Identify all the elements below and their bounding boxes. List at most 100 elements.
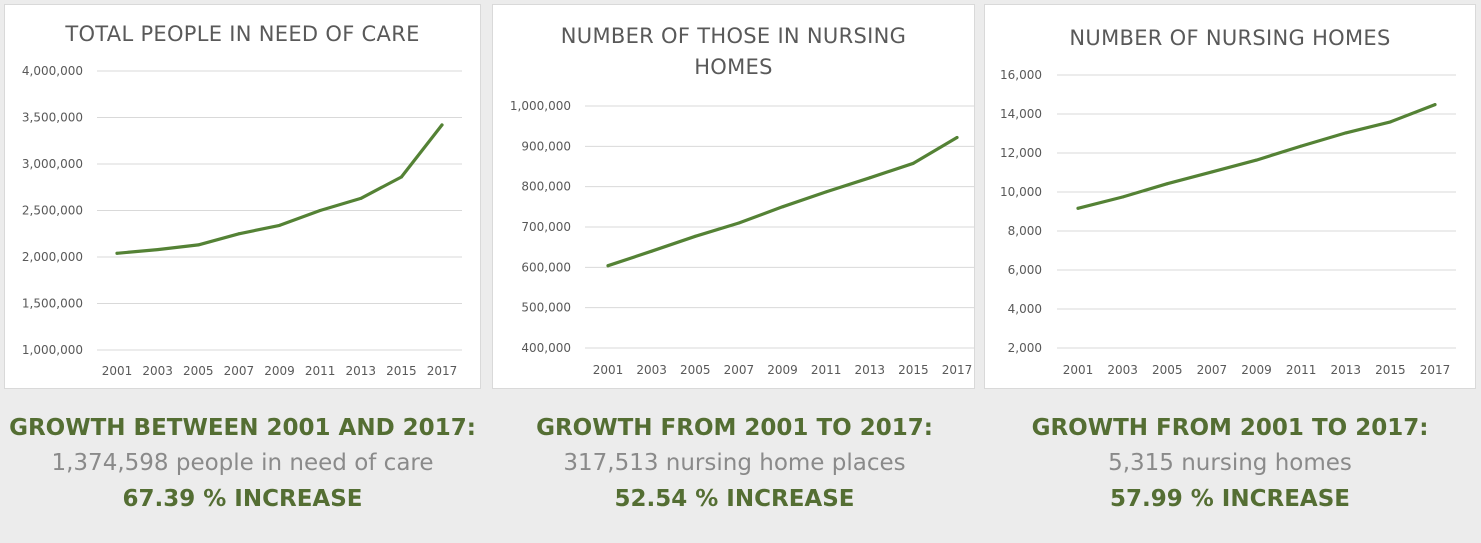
chart-title: TOTAL PEOPLE IN NEED OF CARE	[5, 19, 480, 50]
x-tick-label: 2003	[1107, 363, 1138, 377]
x-tick-label: 2009	[264, 364, 295, 378]
data-point	[868, 176, 872, 180]
data-point	[1210, 170, 1214, 174]
y-tick-label: 4,000,000	[22, 64, 83, 78]
data-point	[196, 243, 200, 247]
y-tick-label: 4,000	[1008, 302, 1042, 316]
x-tick-label: 2017	[942, 363, 973, 377]
growth-summary-people-in-need: GROWTH BETWEEN 2001 AND 2017: 1,374,598 …	[0, 411, 485, 517]
growth-amount: 1,374,598 people in need of care	[51, 450, 434, 476]
y-tick-label: 3,500,000	[22, 111, 83, 125]
x-tick-label: 2011	[305, 364, 336, 378]
x-tick-label: 2009	[1241, 363, 1272, 377]
y-tick-label: 2,500,000	[22, 204, 83, 218]
x-tick-label: 2011	[1286, 363, 1317, 377]
x-tick-label: 2003	[142, 364, 173, 378]
data-point	[115, 251, 119, 255]
y-tick-label: 1,500,000	[22, 297, 83, 311]
x-tick-label: 2005	[1152, 363, 1183, 377]
growth-percent: 57.99 % INCREASE	[1110, 486, 1350, 512]
data-point	[1433, 103, 1437, 107]
series-line	[1076, 102, 1437, 210]
x-tick-label: 2017	[427, 364, 458, 378]
y-tick-label: 14,000	[1000, 107, 1042, 121]
chart-panel-nursing-homes: NUMBER OF NURSING HOMES 2,000 4,000 6,000 8…	[984, 4, 1476, 389]
line-chart-nursing-home-residents: 400,000 500,000 600,000 700,000 800,000 900,0…	[510, 99, 975, 377]
growth-percent: 52.54 % INCREASE	[614, 486, 855, 512]
x-tick-label: 2005	[183, 364, 214, 378]
chart-title-line: HOMES	[694, 55, 773, 79]
x-tick-label: 2007	[1197, 363, 1228, 377]
chart-title: NUMBER OF NURSING HOMES	[985, 23, 1475, 54]
data-point	[955, 135, 959, 139]
x-tick-label: 2005	[680, 363, 711, 377]
y-tick-label: 1,000,000	[22, 343, 83, 357]
x-tick-label: 2015	[1375, 363, 1406, 377]
growth-heading: GROWTH BETWEEN 2001 AND 2017:	[9, 415, 476, 441]
growth-percent: 67.39 % INCREASE	[122, 486, 363, 512]
data-point	[737, 221, 741, 225]
x-tick-label: 2001	[1063, 363, 1094, 377]
growth-amount: 317,513 nursing home places	[563, 450, 906, 476]
chart-title: NUMBER OF THOSE IN NURSING HOMES	[493, 21, 974, 83]
y-tick-label: 6,000	[1008, 263, 1042, 277]
x-tick-label: 2017	[1420, 363, 1451, 377]
y-tick-label: 3,000,000	[22, 157, 83, 171]
growth-summary-nursing-homes: GROWTH FROM 2001 TO 2017: 5,315 nursing …	[984, 411, 1476, 517]
data-point	[1121, 195, 1125, 199]
y-tick-label: 900,000	[521, 139, 571, 153]
data-point	[1344, 131, 1348, 135]
data-point	[1076, 206, 1080, 210]
x-tick-label: 2001	[593, 363, 624, 377]
y-tick-label: 2,000,000	[22, 250, 83, 264]
data-point	[606, 264, 610, 268]
y-tick-label: 1,000,000	[510, 99, 571, 113]
x-tick-label: 2009	[767, 363, 798, 377]
x-tick-label: 2001	[102, 364, 133, 378]
x-tick-label: 2013	[1330, 363, 1361, 377]
x-tick-label: 2007	[224, 364, 255, 378]
y-tick-label: 600,000	[521, 260, 571, 274]
series-line	[115, 123, 444, 255]
x-tick-label: 2015	[386, 364, 417, 378]
data-point	[359, 196, 363, 200]
growth-amount: 5,315 nursing homes	[1108, 450, 1352, 476]
chart-panel-nursing-home-residents: NUMBER OF THOSE IN NURSING HOMES 400,000…	[492, 4, 975, 389]
x-tick-label: 2011	[811, 363, 842, 377]
growth-summary-nursing-home-residents: GROWTH FROM 2001 TO 2017: 317,513 nursin…	[492, 411, 977, 517]
data-point	[650, 249, 654, 253]
x-tick-label: 2013	[854, 363, 885, 377]
chart-title-line: NUMBER OF THOSE IN NURSING	[560, 24, 907, 48]
data-point	[1299, 144, 1303, 148]
data-point	[156, 248, 160, 252]
data-point	[824, 190, 828, 194]
growth-heading: GROWTH FROM 2001 TO 2017:	[1031, 415, 1429, 441]
data-point	[278, 223, 281, 227]
x-tick-label: 2007	[724, 363, 755, 377]
y-tick-label: 8,000	[1008, 224, 1042, 238]
data-point	[440, 123, 444, 127]
data-point	[781, 205, 784, 209]
chart-title-line: NUMBER OF NURSING HOMES	[1069, 26, 1391, 50]
y-tick-label: 400,000	[521, 341, 571, 355]
data-point	[237, 232, 241, 236]
series-line	[606, 135, 959, 268]
data-point	[1165, 182, 1169, 186]
data-point	[1255, 158, 1258, 162]
x-tick-label: 2003	[636, 363, 667, 377]
y-tick-label: 800,000	[521, 180, 571, 194]
y-tick-label: 2,000	[1008, 341, 1042, 355]
y-tick-label: 700,000	[521, 220, 571, 234]
y-tick-label: 10,000	[1000, 185, 1042, 199]
growth-heading: GROWTH FROM 2001 TO 2017:	[536, 415, 933, 441]
data-point	[399, 175, 403, 179]
data-point	[911, 161, 915, 165]
y-tick-label: 12,000	[1000, 146, 1042, 160]
y-tick-label: 16,000	[1000, 68, 1042, 82]
data-point	[1388, 120, 1392, 124]
line-chart-people-in-need: 1,000,000 1,500,000 2,000,000 2,500,000 3,00…	[22, 64, 462, 378]
data-point	[693, 234, 697, 238]
chart-panel-people-in-need: TOTAL PEOPLE IN NEED OF CARE 1,000,000 1,…	[4, 4, 481, 389]
x-tick-label: 2013	[345, 364, 376, 378]
y-tick-label: 500,000	[521, 301, 571, 315]
